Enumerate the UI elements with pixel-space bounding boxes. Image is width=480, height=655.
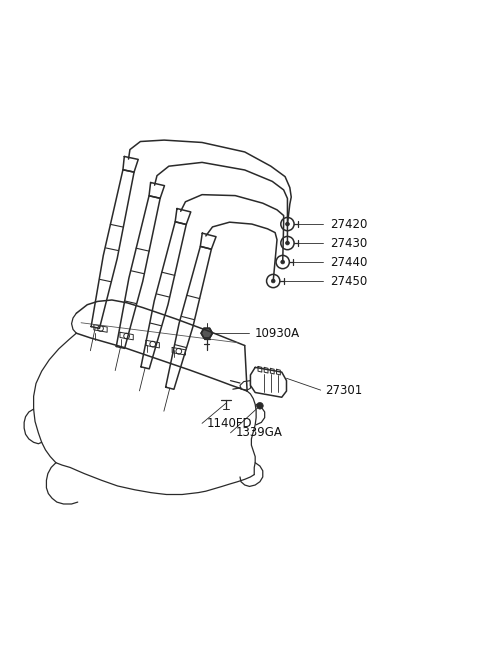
Text: 27430: 27430 bbox=[330, 236, 367, 250]
Circle shape bbox=[286, 241, 289, 245]
Text: 27440: 27440 bbox=[330, 255, 368, 269]
Polygon shape bbox=[201, 328, 213, 338]
Circle shape bbox=[271, 279, 275, 283]
Text: 27420: 27420 bbox=[330, 217, 368, 231]
Circle shape bbox=[257, 402, 263, 409]
Text: 1339GA: 1339GA bbox=[235, 426, 282, 440]
Text: 27450: 27450 bbox=[330, 274, 367, 288]
Circle shape bbox=[281, 260, 285, 264]
Text: 1140FD: 1140FD bbox=[207, 417, 252, 430]
Text: 10930A: 10930A bbox=[254, 327, 300, 340]
Text: 27301: 27301 bbox=[325, 384, 363, 397]
Circle shape bbox=[286, 222, 289, 226]
